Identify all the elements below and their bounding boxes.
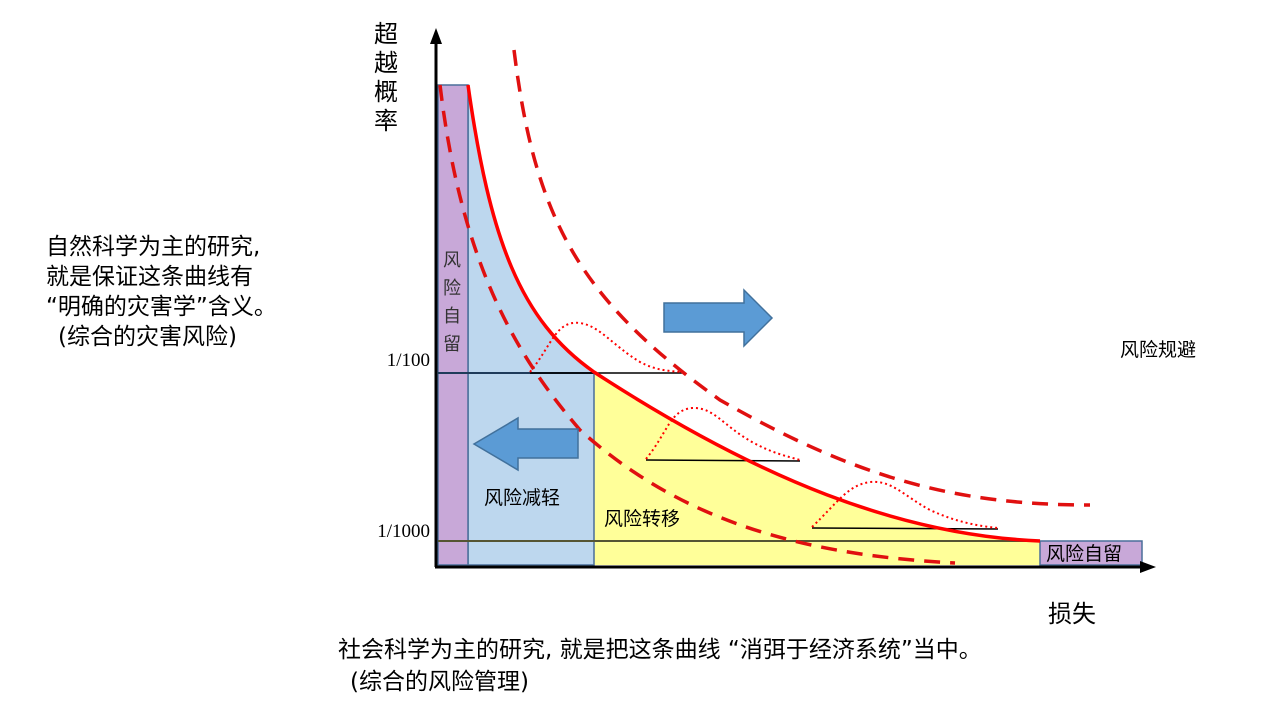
note-line: 就是保证这条曲线有	[46, 264, 253, 290]
svg-text:险: 险	[443, 278, 461, 299]
arrow-left-reduction	[472, 416, 579, 472]
bump-baseline-3	[811, 527, 999, 530]
svg-text:风: 风	[443, 250, 461, 271]
transfer-region	[594, 372, 1040, 565]
distribution-bump-1	[529, 321, 683, 373]
arrow-right-avoidance	[663, 288, 774, 348]
note-line: 社会科学为主的研究, 就是把这条曲线 “消弭于经济系统”当中。	[338, 637, 982, 663]
distribution-bump-3	[811, 480, 999, 529]
x-axis-arrowhead	[1140, 561, 1156, 573]
label-transfer: 风险转移	[604, 508, 680, 530]
natural-science-note: 自然科学为主的研究, 就是保证这条曲线有 “明确的灾害学”含义。 (综合的灾害风…	[46, 232, 277, 352]
note-line: (综合的风险管理)	[350, 669, 529, 695]
y-axis-label: 超越概率	[374, 20, 398, 135]
y-tick-1000: 1/1000	[377, 521, 430, 542]
social-science-note: 社会科学为主的研究, 就是把这条曲线 “消弭于经济系统”当中。 (综合的风险管理…	[338, 634, 982, 698]
note-line: (综合的灾害风险)	[58, 324, 237, 350]
label-retention-left: 风 险 自 留	[443, 250, 461, 355]
label-retention-right: 风险自留	[1046, 543, 1122, 565]
label-avoidance: 风险规避	[1120, 339, 1196, 361]
svg-text:自: 自	[443, 306, 461, 327]
distribution-bump-2	[645, 406, 801, 461]
svg-text:留: 留	[443, 334, 461, 355]
upper-dashed-curve	[512, 49, 1091, 507]
exceedance-curve	[466, 84, 1041, 543]
bump-baseline-2	[645, 459, 801, 462]
label-reduction: 风险减轻	[484, 487, 560, 509]
retention-box-right	[1039, 540, 1143, 566]
note-line: “明确的灾害学”含义。	[46, 294, 277, 320]
x-axis-label: 损失	[1048, 600, 1096, 628]
note-line: 自然科学为主的研究,	[46, 234, 261, 260]
lower-dashed-curve	[438, 84, 956, 565]
y-axis-arrowhead	[430, 28, 442, 44]
y-tick-100: 1/100	[387, 350, 430, 371]
